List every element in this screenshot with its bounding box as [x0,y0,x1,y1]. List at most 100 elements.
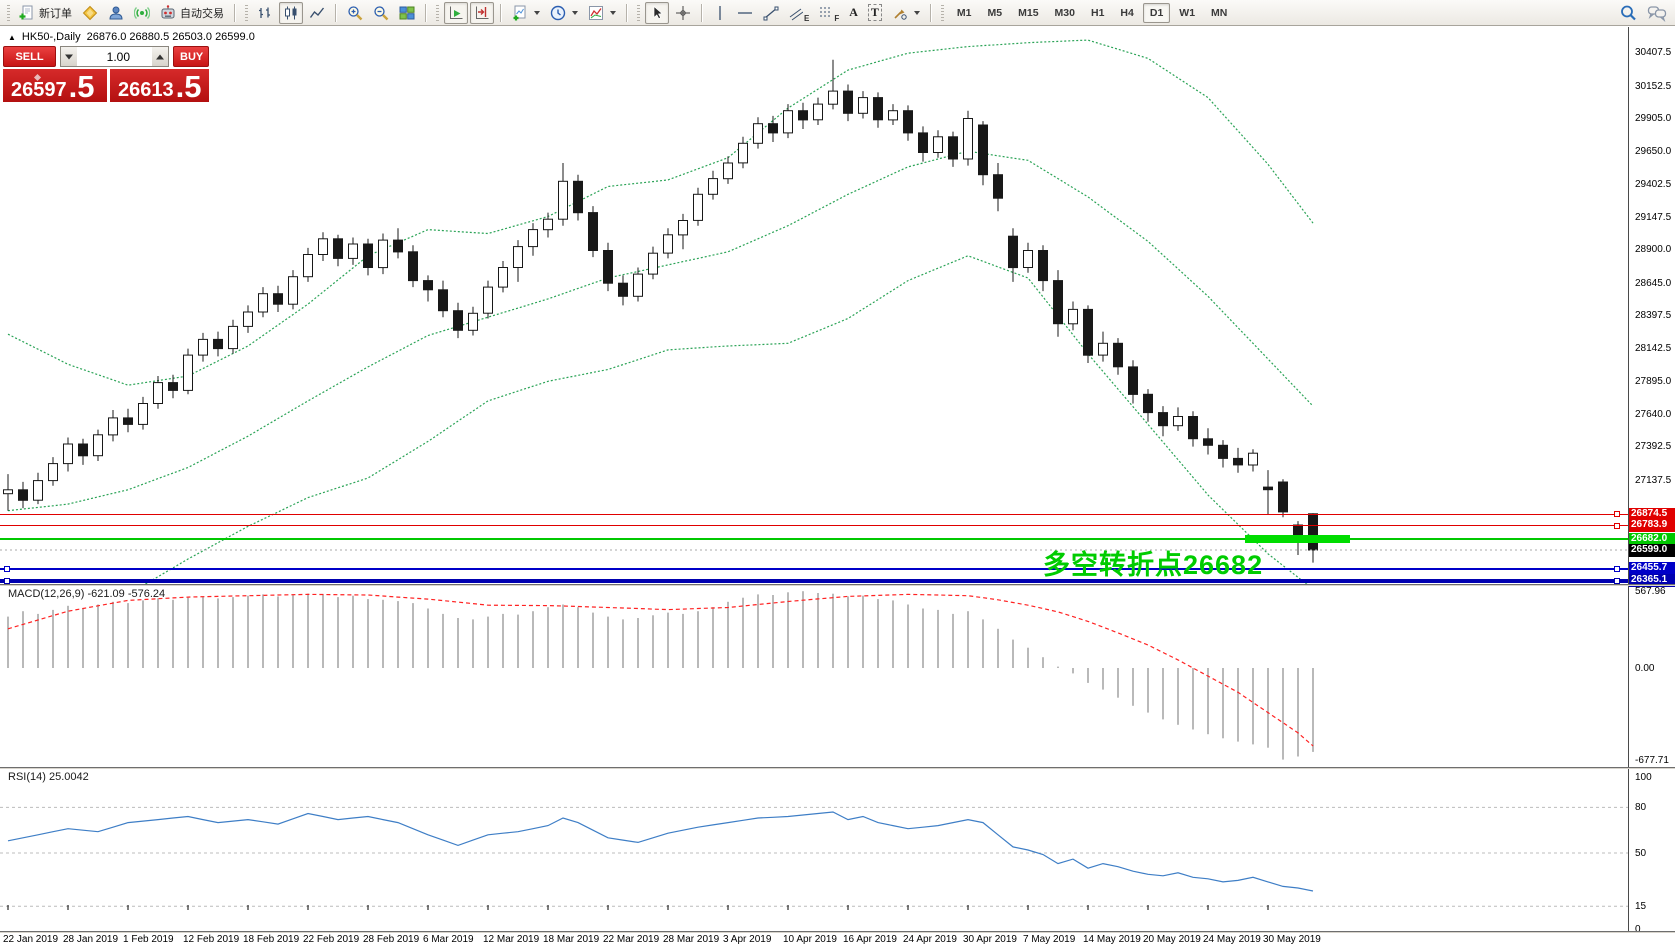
new-order-label: 新订单 [39,7,72,20]
arrows-dropdown[interactable] [888,2,924,24]
price-tag: 26874.5 [1629,507,1675,521]
sell-price-frac: .5 [68,69,95,104]
channel-letter: E [804,13,810,23]
tile-windows-button[interactable] [395,2,419,24]
timeframe-d1[interactable]: D1 [1142,2,1171,23]
equidistant-channel-button[interactable]: E [785,2,813,24]
price-axis-tick: 28645.0 [1635,277,1672,289]
new-chart-dropdown[interactable] [508,2,544,24]
charts-button[interactable] [78,2,102,24]
crosshair-button[interactable] [671,2,695,24]
date-axis-label: 28 Feb 2019 [363,934,420,945]
rsi-indicator-label: RSI(14) 25.0042 [8,771,89,783]
toolbar-grip[interactable] [940,4,944,21]
horizontal-line-26455.7[interactable] [0,567,1628,570]
text-label-button[interactable]: T [864,2,886,24]
ohlc-values: 26876.0 26880.5 26503.0 26599.0 [86,31,255,43]
timeframe-m30[interactable]: M30 [1048,3,1082,23]
rsi-scale-label: 15 [1635,901,1647,913]
trendline-button[interactable] [759,2,783,24]
volume-decrease-button[interactable] [61,47,77,66]
date-axis-separator [0,931,1675,933]
macd-scale-label: 567.96 [1635,586,1666,598]
collapse-arrow-icon[interactable]: ▲ [8,32,16,42]
horizontal-line-26783.9[interactable] [0,525,1628,527]
buy-price-display[interactable]: 26613 .5 [110,69,209,102]
line-anchor[interactable] [1614,577,1620,584]
line-anchor[interactable] [4,565,10,572]
date-axis-label: 3 Apr 2019 [723,934,772,945]
date-axis-label: 28 Mar 2019 [663,934,720,945]
signals-button[interactable] [130,2,154,24]
price-axis-tick: 29905.0 [1635,112,1672,124]
zoom-out-button[interactable] [369,2,393,24]
toolbar-grip[interactable] [7,4,10,21]
auto-scroll-button[interactable] [444,1,468,24]
macd-panel-separator[interactable] [0,584,1675,586]
line-anchor[interactable] [1614,565,1620,572]
auto-trading-button[interactable]: 自动交易 [156,2,228,24]
community-button[interactable] [104,2,128,24]
price-axis-tick: 30152.5 [1635,80,1672,92]
price-axis-border [1628,27,1629,931]
horizontal-line-button[interactable] [733,2,757,24]
new-order-button[interactable]: 新订单 [15,2,76,24]
text-button[interactable]: A [845,2,862,24]
vertical-line-button[interactable] [709,2,731,24]
line-anchor[interactable] [4,577,10,584]
horizontal-line-26682.0[interactable] [0,538,1628,541]
toolbar-grip[interactable] [245,4,248,21]
chart-shift-button[interactable] [470,1,494,24]
line-anchor[interactable] [1614,511,1620,517]
symbol-title: HK50-,Daily [21,31,81,43]
rsi-scale-label: 100 [1635,772,1652,783]
date-axis-label: 10 Apr 2019 [783,934,837,945]
horizontal-line-26874.5[interactable] [0,513,1628,515]
timeframe-mn[interactable]: MN [1204,3,1234,23]
pivot-annotation-text: 多空转折点26682 [1043,550,1264,580]
chat-button[interactable] [1643,2,1671,24]
timeframe-w1[interactable]: W1 [1172,3,1202,23]
sell-button[interactable]: SELL [3,46,56,67]
volume-increase-button[interactable] [152,47,168,66]
fibonacci-button[interactable]: F [815,2,843,24]
macd-indicator-label: MACD(12,26,9) -621.09 -576.24 [8,588,166,600]
date-axis-label: 18 Feb 2019 [243,934,300,945]
bar-chart-button[interactable] [253,2,277,24]
date-axis-label: 1 Feb 2019 [123,934,174,945]
timeframe-m1[interactable]: M1 [950,3,979,23]
fibonacci-letter: F [834,13,840,23]
sell-price-display[interactable]: 26597 .5 [3,69,107,102]
candlestick-chart-button[interactable] [279,1,303,24]
chart-plot-area[interactable] [0,0,1628,949]
timeframe-h1[interactable]: H1 [1084,3,1111,23]
timeframe-m5[interactable]: M5 [981,3,1010,23]
timeframe-bar: M1 M5 M15 M30 H1 H4 D1 W1 MN [949,2,1235,23]
toolbar-grip[interactable] [436,4,439,21]
timeframe-m15[interactable]: M15 [1011,3,1045,23]
line-chart-button[interactable] [305,2,329,24]
buy-button[interactable]: BUY [173,46,209,67]
volume-input[interactable] [77,47,152,66]
search-button[interactable] [1615,2,1641,24]
price-tag: 26783.9 [1629,519,1675,533]
macd-scale-label: 0.00 [1635,663,1655,674]
date-axis-label: 6 Mar 2019 [423,934,474,945]
toolbar: 新订单 自动交易 [0,0,1675,26]
date-axis-label: 14 May 2019 [1083,934,1141,945]
date-axis-label: 30 Apr 2019 [963,934,1017,945]
zoom-in-button[interactable] [343,2,367,24]
toolbar-grip[interactable] [637,4,640,21]
cursor-button[interactable] [645,1,669,24]
line-anchor[interactable] [1614,522,1620,529]
periods-dropdown[interactable] [546,2,582,24]
timeframe-h4[interactable]: H4 [1113,3,1140,23]
rsi-panel-separator[interactable] [0,767,1675,769]
macd-scale-label: -677.71 [1635,754,1669,766]
indicators-dropdown[interactable] [584,2,620,24]
price-axis-tick: 30407.5 [1635,47,1672,59]
chevron-down-icon [610,10,616,15]
horizontal-line-26365.1[interactable] [0,578,1628,583]
yellow-diamond-icon [82,5,98,21]
price-axis-tick: 28900.0 [1635,244,1672,256]
